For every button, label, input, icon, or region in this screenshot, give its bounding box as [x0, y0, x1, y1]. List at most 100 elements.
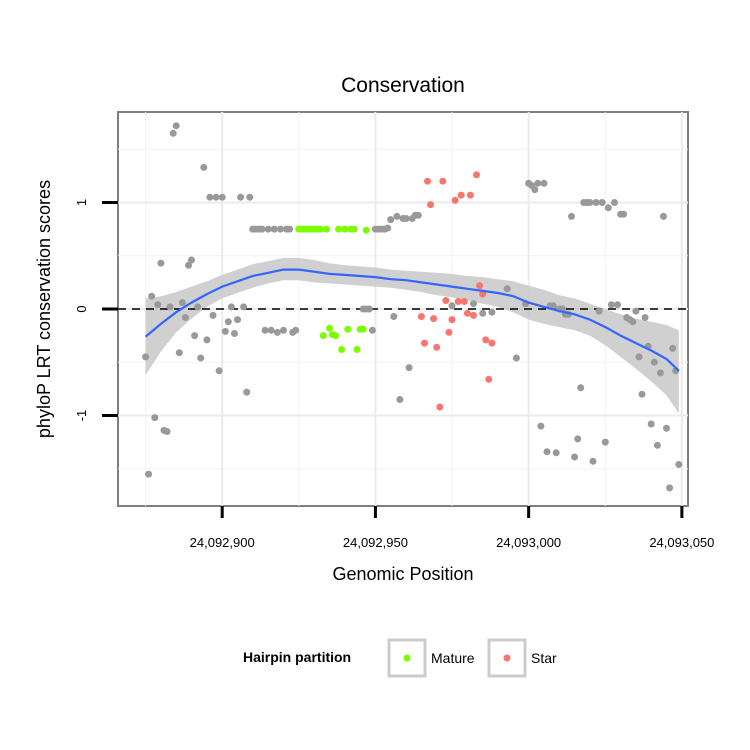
data-point-mature [353, 346, 361, 353]
data-point-star [470, 311, 477, 319]
data-point-other [656, 369, 664, 377]
x-tick-label: 24,093,050 [649, 535, 714, 550]
data-point-star [442, 297, 450, 304]
chart-title: Conservation [341, 74, 465, 97]
data-point-mature [344, 325, 352, 333]
data-point-star [417, 313, 425, 320]
data-point-other [488, 308, 496, 316]
x-axis-label: Genomic Position [332, 564, 473, 584]
data-point-other [660, 212, 667, 220]
data-point-other [396, 396, 404, 403]
data-point-other [598, 199, 606, 206]
data-point-star [439, 177, 447, 185]
data-point-mature [319, 332, 327, 340]
data-point-mature [322, 225, 330, 233]
data-point-other [479, 309, 487, 317]
x-tick-label: 24,092,950 [343, 535, 408, 550]
data-point-other [641, 314, 649, 321]
x-tick-label: 24,093,000 [496, 535, 561, 550]
data-point-other [178, 299, 186, 307]
data-point-other [611, 199, 618, 206]
data-point-other [604, 204, 612, 212]
data-point-other [203, 336, 211, 344]
data-point-other [531, 186, 539, 194]
data-point-other [414, 211, 422, 219]
data-point-other [286, 225, 294, 233]
data-point-star [436, 403, 444, 411]
legend-label-mature: Mature [431, 650, 475, 666]
data-point-star [451, 196, 459, 204]
data-point-other [387, 216, 395, 224]
data-point-star [454, 298, 462, 305]
data-point-other [169, 129, 177, 137]
data-point-other [402, 215, 410, 222]
data-point-other [206, 193, 214, 201]
data-point-star [433, 343, 441, 351]
confidence-band [145, 257, 679, 414]
data-point-other [638, 390, 646, 398]
data-point-other [231, 330, 238, 337]
data-point-other [151, 414, 159, 422]
data-point-mature [332, 332, 340, 340]
data-point-other [568, 212, 575, 220]
data-point-other [620, 210, 628, 218]
data-point-star [463, 309, 471, 317]
data-point-other [267, 326, 275, 334]
data-point-other [650, 358, 658, 366]
data-point-other [145, 470, 153, 478]
data-point-other [393, 212, 401, 220]
data-point-other [224, 318, 232, 326]
data-point-other [218, 193, 226, 201]
legend-dot-mature [403, 654, 411, 662]
data-point-other [390, 313, 398, 320]
data-point-star [460, 298, 468, 305]
data-point-other [540, 179, 548, 187]
data-point-other [629, 318, 637, 326]
data-point-other [666, 484, 674, 492]
data-point-other [175, 349, 183, 357]
data-point-other [157, 259, 165, 267]
data-point-mature [335, 225, 343, 233]
smooth-fit-line [144, 268, 680, 372]
data-point-other [185, 261, 192, 269]
data-point-mature [326, 324, 333, 332]
legend-title: Hairpin partition [243, 649, 351, 665]
legend: Hairpin partition Mature Star [243, 638, 557, 678]
data-point-mature [341, 225, 349, 233]
data-point-other [221, 327, 229, 335]
data-point-other [653, 441, 661, 449]
data-point-other [589, 457, 597, 465]
data-point-other [448, 302, 456, 310]
data-point-other [586, 199, 594, 206]
legend-label-star: Star [531, 650, 557, 666]
data-point-other [154, 301, 162, 309]
y-tick-label: -1 [74, 410, 89, 422]
data-point-other [571, 453, 579, 461]
data-point-other [592, 199, 600, 206]
data-point-star [421, 339, 428, 347]
data-point-other [246, 193, 254, 201]
data-point-star [457, 191, 465, 199]
y-tick-label: 0 [74, 305, 89, 312]
data-point-other [258, 225, 266, 233]
data-point-other [601, 438, 609, 446]
data-point-mature [350, 225, 358, 233]
data-point-star [466, 191, 474, 199]
data-point-other [261, 326, 269, 334]
data-point-other [365, 305, 373, 313]
data-point-other [534, 179, 542, 187]
data-point-star [427, 201, 435, 209]
confidence-band-layer [145, 257, 679, 414]
data-point-other [194, 303, 202, 311]
smooth-line-layer [144, 268, 680, 372]
y-axis-label: phyloP LRT conservation scores [34, 180, 54, 438]
data-point-other [503, 285, 511, 293]
data-point-other [280, 326, 287, 334]
data-point-other [148, 292, 156, 300]
data-point-other [512, 354, 520, 362]
data-point-other [607, 301, 615, 309]
data-point-other [237, 193, 245, 201]
data-point-other [663, 424, 670, 432]
y-tick-label: 1 [74, 199, 89, 206]
